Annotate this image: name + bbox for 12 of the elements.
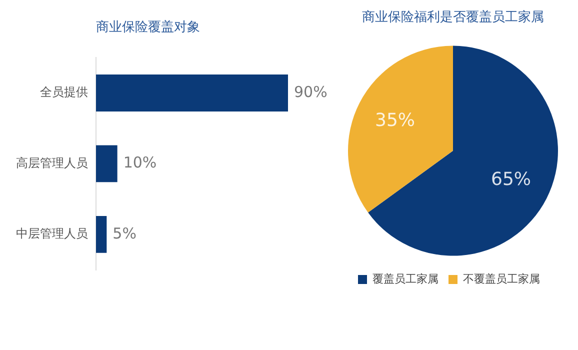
data-label: 90% (294, 82, 328, 101)
y-tick-label: 高层管理人员 (16, 156, 88, 170)
data-label: 65% (490, 169, 532, 190)
chart-title: 商业保险福利是否覆盖员工家属 (362, 9, 544, 26)
legend-label: 覆盖员工家属 (372, 272, 438, 286)
data-label: 35% (374, 110, 416, 131)
y-tick-label: 中层管理人员 (16, 226, 88, 241)
chart-title: 商业保险覆盖对象 (96, 19, 200, 36)
data-label: 10% (123, 154, 157, 172)
data-label: 5% (112, 224, 136, 242)
legend-label: 不覆盖员工家属 (463, 272, 540, 286)
y-tick-label: 全员提供 (40, 85, 88, 100)
